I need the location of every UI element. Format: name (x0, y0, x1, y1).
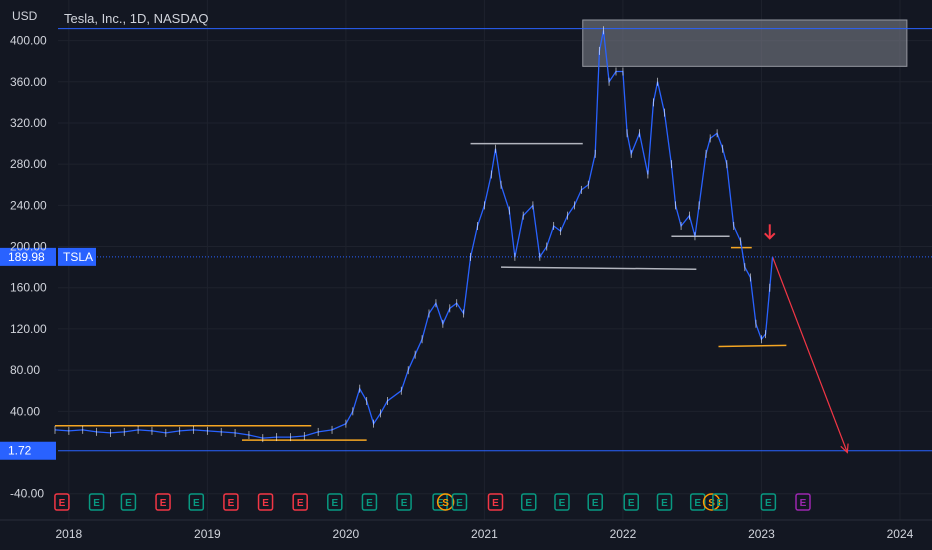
event-letter: E (401, 498, 408, 509)
currency-label: USD (12, 9, 38, 23)
price-series (54, 26, 774, 443)
earnings-event-icon[interactable] (689, 493, 706, 511)
earnings-event-icon[interactable] (120, 493, 137, 511)
earnings-event-icon[interactable] (760, 493, 777, 511)
event-letter: E (262, 498, 269, 509)
event-letter: E (437, 498, 444, 509)
split-event-icon[interactable] (702, 493, 721, 511)
earnings-event-icon[interactable] (327, 493, 343, 511)
earnings-event-icon[interactable] (520, 493, 537, 511)
event-letter: E (592, 498, 599, 509)
y-tick-label: 400.00 (10, 34, 47, 48)
event-letter: E (59, 498, 66, 509)
event-letter: E (228, 498, 235, 509)
event-letter: E (694, 498, 701, 509)
event-letter: E (559, 498, 566, 509)
y-tick-label: -40.00 (10, 487, 44, 501)
event-letter: E (492, 498, 499, 509)
event-letter: E (717, 498, 724, 509)
event-letter: E (661, 498, 668, 509)
y-tick-label: 200.00 (10, 240, 47, 254)
event-letter: E (525, 498, 532, 509)
price-label-bg (0, 441, 56, 460)
grid (58, 0, 932, 520)
event-letter: E (193, 498, 200, 509)
x-tick-label: 2019 (194, 527, 221, 541)
event-letter: S (442, 498, 449, 509)
price-label-bg (0, 247, 56, 266)
earnings-event-icon[interactable] (361, 493, 378, 511)
earnings-event-icon[interactable] (656, 493, 673, 511)
x-tick-label: 2024 (887, 527, 914, 541)
earnings-event-icon[interactable] (88, 493, 105, 511)
y-tick-label: 360.00 (10, 75, 47, 89)
earnings-event-icon[interactable] (432, 493, 448, 511)
earnings-event-icon[interactable] (795, 493, 811, 511)
symbol-tag-bg (58, 247, 96, 266)
event-letter: E (456, 498, 463, 509)
down-arrow-marker-head[interactable] (764, 232, 776, 240)
earnings-event-icon[interactable] (223, 493, 239, 511)
y-tick-label: 160.00 (10, 281, 47, 295)
x-tick-label: 2021 (471, 527, 498, 541)
earnings-event-icon[interactable] (712, 493, 728, 511)
supply-zone-rect[interactable] (582, 19, 908, 67)
earnings-event-icon[interactable] (587, 493, 603, 511)
symbol-tag: TSLA (63, 250, 93, 264)
y-tick-label: 280.00 (10, 157, 47, 171)
event-letter: E (93, 498, 100, 509)
event-letter: E (160, 498, 167, 509)
x-tick-label: 2022 (610, 527, 637, 541)
earnings-event-icon[interactable] (292, 493, 308, 511)
event-letter: E (125, 498, 132, 509)
y-tick-label: 320.00 (10, 116, 47, 130)
resistance-line[interactable] (501, 266, 697, 270)
y-tick-label: 120.00 (10, 322, 47, 336)
x-tick-label: 2018 (56, 527, 83, 541)
y-axis[interactable]: 400.00 360.00 320.00 280.00 240.00 200.00 160.… (10, 34, 47, 501)
earnings-event-icon[interactable] (451, 493, 468, 511)
price-label: 189.98 (8, 250, 45, 264)
earnings-event-icon[interactable] (54, 493, 70, 511)
y-tick-label: 80.00 (10, 363, 40, 377)
event-letter: E (800, 498, 807, 509)
y-tick-label: 40.00 (10, 404, 40, 418)
x-tick-label: 2023 (748, 527, 775, 541)
projection-arrow-head[interactable] (840, 443, 849, 454)
event-letter: E (765, 498, 772, 509)
support-line[interactable] (718, 344, 787, 348)
event-letter: E (628, 498, 635, 509)
drawings-layer[interactable] (55, 19, 932, 454)
event-letter: E (366, 498, 373, 509)
projection-arrow-line[interactable] (771, 256, 848, 453)
x-tick-label: 2020 (333, 527, 360, 541)
x-axis[interactable]: 2018 2019 2020 2021 2022 2023 2024 (0, 519, 932, 541)
symbol-info[interactable]: Tesla, Inc., 1D, NASDAQ (64, 11, 209, 26)
event-letter: E (331, 498, 338, 509)
earnings-event-icon[interactable] (188, 493, 205, 511)
earnings-event-icon[interactable] (396, 493, 412, 511)
split-event-icon[interactable] (436, 493, 455, 511)
earnings-event-icon[interactable] (623, 493, 639, 511)
event-letter: S (708, 498, 715, 509)
earnings-event-icon[interactable] (487, 493, 504, 511)
event-letter: E (297, 498, 304, 509)
events-row[interactable]: E E E E E E E E E E E ES E E E E E E E E S E E E (54, 493, 811, 511)
earnings-event-icon[interactable] (257, 493, 274, 511)
price-label: 1.72 (8, 444, 32, 458)
earnings-event-icon[interactable] (554, 493, 570, 511)
y-tick-label: 240.00 (10, 198, 47, 212)
price-labels: 189.98 TSLA 1.72 (0, 247, 96, 460)
earnings-event-icon[interactable] (155, 493, 171, 511)
